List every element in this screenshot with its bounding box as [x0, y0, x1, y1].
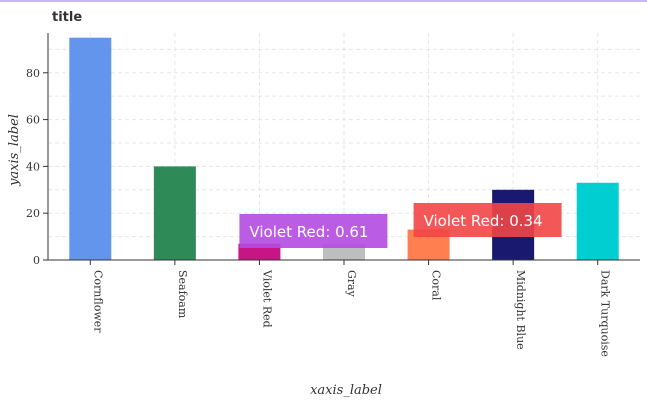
y-axis: 0 20 40 60 80 — [26, 33, 49, 267]
bar — [69, 37, 112, 260]
tooltip-box — [413, 203, 562, 237]
tooltip-text: Violet Red: 0.61 — [249, 223, 368, 241]
tooltip-box — [239, 214, 388, 248]
y-tick-label: 80 — [26, 67, 40, 80]
bar — [153, 166, 196, 260]
tooltip-text: Violet Red: 0.34 — [424, 212, 543, 230]
x-tick-label: Coral — [430, 270, 443, 301]
y-tick-label: 60 — [26, 114, 40, 127]
bar — [576, 182, 619, 260]
y-tick-label: 0 — [33, 254, 40, 267]
x-axis-label: xaxis_label — [310, 383, 382, 398]
x-tick-label: Seafoam — [176, 270, 189, 319]
x-tick-label: Midnight Blue — [514, 270, 527, 350]
x-tick-label: Cornflower — [91, 270, 104, 333]
x-tick-label: Violet Red — [260, 269, 273, 328]
y-tick-label: 40 — [26, 160, 40, 173]
top-border-line — [0, 0, 647, 2]
x-tick-label: Gray — [345, 270, 358, 298]
tooltips-group: Violet Red: 0.61 Violet Red: 0.34 — [239, 203, 562, 248]
x-axis: Cornflower Seafoam Violet Red Gray Coral Midn… — [48, 259, 640, 357]
y-axis-label: yaxis_label — [7, 114, 22, 187]
y-tick-label: 20 — [26, 207, 40, 220]
tooltip: Violet Red: 0.34 — [413, 203, 562, 237]
chart-title: title — [52, 10, 82, 25]
tooltip: Violet Red: 0.61 — [239, 214, 388, 248]
x-tick-label: Dark Turquoise — [599, 270, 612, 357]
